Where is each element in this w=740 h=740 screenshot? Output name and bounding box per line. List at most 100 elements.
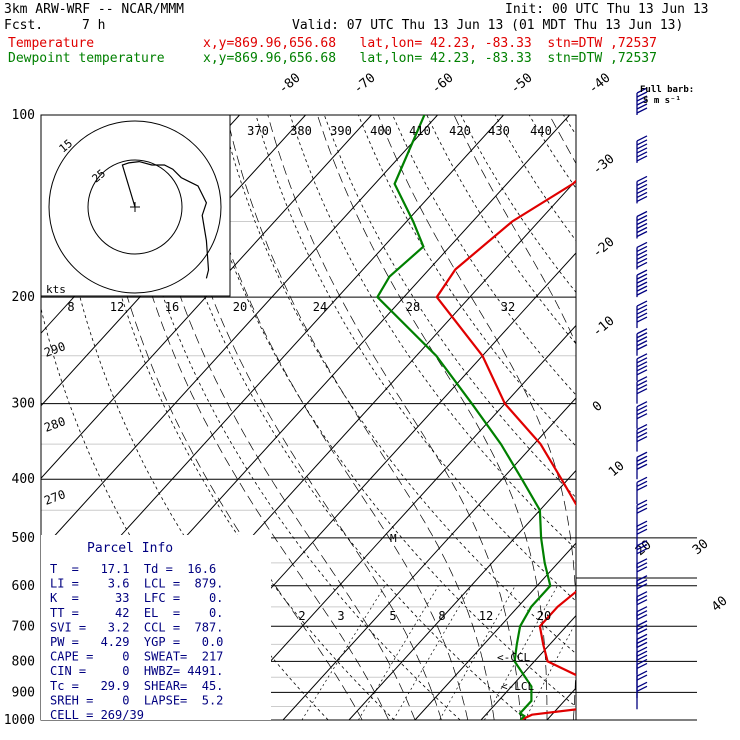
dry-adiabat [392, 115, 576, 396]
theta-side-label: 290 [42, 339, 67, 360]
dry-adiabat [289, 115, 576, 550]
moist-adiabat [453, 115, 576, 345]
dewpoint-location-info: x,y=869.96,656.68 lat,lon= 42.23, -83.33… [203, 51, 657, 66]
isotherm-label: -10 [590, 313, 618, 340]
wind-barb [636, 681, 648, 710]
dry-adiabat [666, 115, 740, 720]
wind-barb [636, 423, 648, 452]
moist-adiabat [191, 115, 469, 720]
dry-adiabat [358, 115, 576, 447]
moist-adiabat [317, 115, 548, 720]
moist-adiabat-label: 12 [110, 300, 124, 314]
dry-adiabat [528, 115, 576, 189]
isotherm-label: 10 [606, 459, 628, 481]
isotherm-line [41, 115, 372, 479]
hodograph-units-label: kts [46, 283, 66, 296]
moist-adiabat-label: 20 [233, 300, 247, 314]
parcel-info-line: T = 17.1 Td = 16.6 [50, 562, 216, 576]
isotherm-line [41, 115, 438, 552]
isotherm-line [480, 614, 576, 720]
theta-top-label: 440 [530, 124, 552, 138]
moist-adiabat-label: 28 [406, 300, 420, 314]
theta-top-label: 420 [449, 124, 471, 138]
isotherm-label: 30 [690, 537, 712, 559]
pressure-tick-label: 200 [12, 290, 35, 305]
theta-top-label: 410 [409, 124, 431, 138]
dry-adiabat [700, 115, 740, 720]
mixing-ratio-line [301, 585, 386, 720]
wind-barb [636, 499, 648, 528]
mixing-ratio-line [358, 585, 439, 720]
moist-adiabat [267, 115, 521, 720]
valid-time: Valid: 07 UTC Thu 13 Jun 13 (01 MDT Thu … [292, 18, 684, 33]
moist-adiabat [653, 115, 712, 720]
moist-adiabat [226, 115, 495, 720]
forecast-hours: 7 h [82, 18, 106, 33]
parcel-info-line: SREH = 0 LAPSE= 5.2 [50, 693, 223, 707]
plot-frame [40, 114, 577, 721]
mixing-ratio-label: 2 [298, 609, 305, 623]
dry-adiabat [460, 115, 576, 293]
hodograph-ring [48, 120, 222, 294]
isotherm-label: 40 [709, 594, 731, 616]
moist-adiabat [679, 115, 740, 720]
parcel-info-line: CAPE = 0 SWEAT= 217 [50, 650, 223, 664]
parcel-info-title: Parcel Info [87, 541, 173, 556]
theta-side-label: 270 [42, 487, 67, 508]
isotherm-label: 20 [633, 538, 655, 560]
barb-legend-line1: Full barb: [640, 85, 694, 95]
isotherm-label: -20 [590, 234, 618, 261]
isotherm-line [216, 324, 576, 720]
theta-top-label: 430 [488, 124, 510, 138]
dry-adiabat [187, 115, 576, 708]
mixing-ratio-line [578, 586, 646, 720]
dry-adiabat [221, 115, 576, 655]
ccl-marker: <-CCL [497, 651, 530, 664]
mixing-ratio-line [392, 585, 472, 720]
moist-adiabat [112, 115, 389, 720]
wind-barb [636, 476, 648, 505]
wind-barb [636, 300, 648, 329]
isotherm-label: 0 [590, 399, 606, 416]
moist-adiabat-label: 32 [501, 300, 515, 314]
mixing-ratio-label: 8 [438, 609, 445, 623]
wind-barb [636, 401, 648, 429]
dry-adiabat [323, 115, 576, 498]
wind-barb [636, 540, 648, 568]
pressure-tick-label: 300 [12, 397, 35, 412]
pressure-tick-label: 800 [12, 654, 35, 669]
dry-adiabat [153, 115, 527, 720]
barb-legend-line2: 5 m s⁻¹ [643, 96, 681, 106]
mixing-ratio-line [439, 585, 516, 720]
isotherm-label: -30 [590, 151, 618, 178]
dewpoint-profile [376, 115, 552, 720]
init-time: Init: 00 UTC Thu 13 Jun 13 [505, 2, 709, 17]
hodograph-ring [87, 159, 183, 255]
wind-barb [636, 210, 648, 239]
temperature-legend: Temperature [8, 36, 95, 51]
moist-adiabat-label: 8 [67, 300, 74, 314]
dry-adiabat [494, 115, 576, 242]
parcel-info-line: Tc = 29.9 SHEAR= 45. [50, 679, 223, 693]
moist-adiabat [135, 115, 416, 720]
moist-adiabat-label: 16 [165, 300, 179, 314]
isotherm-line [414, 542, 576, 720]
parcel-info-line: CIN = 0 HWBZ= 4491. [50, 664, 223, 678]
pressure-tick-label: 1000 [4, 713, 35, 728]
forecast-label: Fcst. [4, 18, 44, 33]
pressure-tick-label: 400 [12, 472, 35, 487]
moist-adiabat [161, 115, 442, 720]
temperature-location-info: x,y=869.96,656.68 lat,lon= 42.23, -83.33… [203, 36, 657, 51]
parcel-info-line: TT = 42 EL = 0. [50, 606, 223, 620]
dry-adiabat [50, 115, 329, 720]
isotherm-label: -80 [276, 70, 304, 97]
wind-barb [636, 135, 648, 163]
dry-adiabat [84, 115, 395, 720]
mixing-ratio-label: 3 [337, 609, 344, 623]
temperature-profile [435, 179, 576, 720]
isotherm-line [613, 115, 740, 720]
theta-top-label: 370 [247, 124, 269, 138]
wind-barb [636, 451, 648, 480]
wind-barb [636, 376, 648, 404]
